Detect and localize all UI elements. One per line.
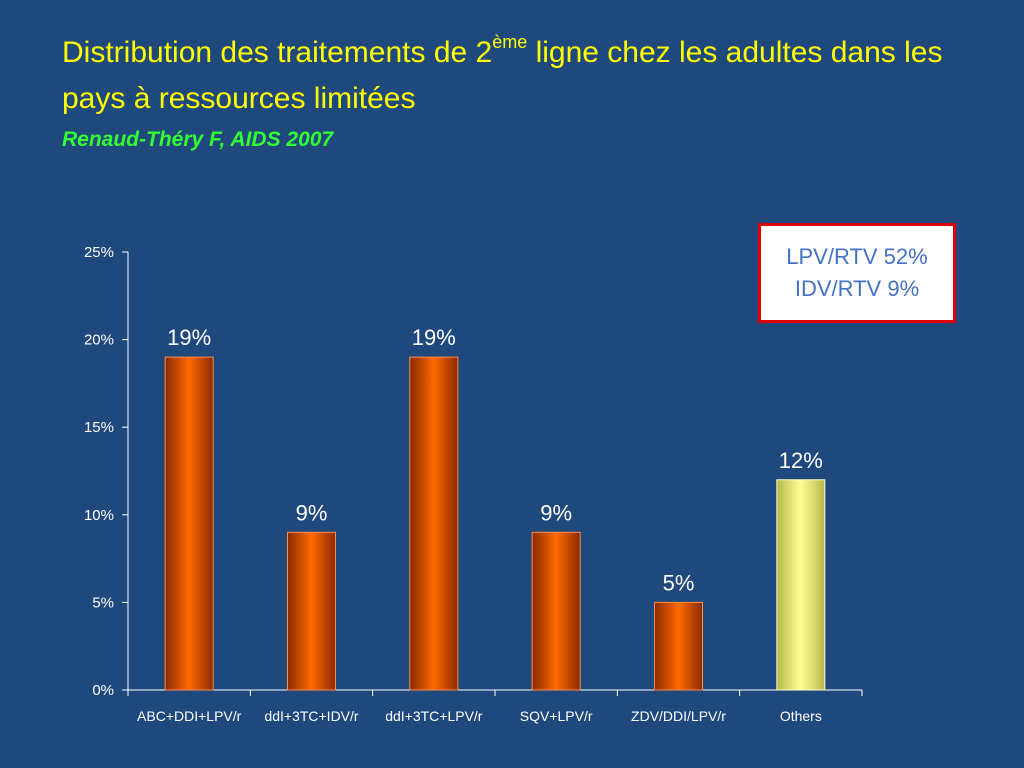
- note-line-lpv: LPV/RTV 52%: [786, 244, 928, 269]
- title-superscript: ème: [492, 32, 528, 52]
- note-box: LPV/RTV 52% IDV/RTV 9%: [758, 223, 956, 323]
- y-tick-label: 10%: [84, 507, 114, 524]
- chart-bars: [164, 356, 826, 691]
- title-part2: ligne chez les adultes dans les pays à r…: [62, 36, 943, 115]
- bar: [409, 356, 459, 691]
- bar-value-label: 19%: [167, 325, 211, 350]
- bar-value-label: 12%: [779, 448, 823, 473]
- chart-axes: 0% 5% 10% 15% 20% 25%: [84, 244, 863, 699]
- y-tick-label: 5%: [92, 594, 114, 611]
- bar-value-label: 9%: [296, 500, 328, 525]
- x-category-label: SQV+LPV/r: [520, 708, 593, 724]
- bar: [654, 601, 703, 691]
- bar: [531, 531, 581, 691]
- bar-value-label: 5%: [663, 570, 695, 595]
- x-category-label: ABC+DDI+LPV/r: [137, 708, 242, 724]
- bar: [776, 479, 826, 691]
- bar-value-label: 19%: [412, 325, 456, 350]
- title-part1: Distribution des traitements de 2: [62, 36, 493, 69]
- bar-value-label: 9%: [540, 500, 572, 525]
- x-category-label: ddI+3TC+IDV/r: [264, 708, 358, 724]
- chart-labels: 19% ABC+DDI+LPV/r 9% ddI+3TC+IDV/r 19% ddI+3T…: [137, 325, 823, 724]
- slide-title: Distribution des traitements de 2ème lig…: [62, 30, 962, 122]
- citation: Renaud-Théry F, AIDS 2007: [62, 128, 334, 151]
- y-tick-label: 20%: [84, 332, 114, 349]
- x-category-label: ddI+3TC+LPV/r: [385, 708, 483, 724]
- note-line-idv: IDV/RTV 9%: [794, 276, 920, 301]
- y-tick-label: 25%: [84, 244, 114, 261]
- x-category-label: ZDV/DDI/LPV/r: [631, 708, 726, 724]
- y-tick-label: 15%: [84, 419, 114, 436]
- y-tick-label: 0%: [92, 682, 114, 699]
- bar: [164, 356, 214, 691]
- x-category-label: Others: [780, 708, 822, 724]
- bar: [287, 531, 336, 691]
